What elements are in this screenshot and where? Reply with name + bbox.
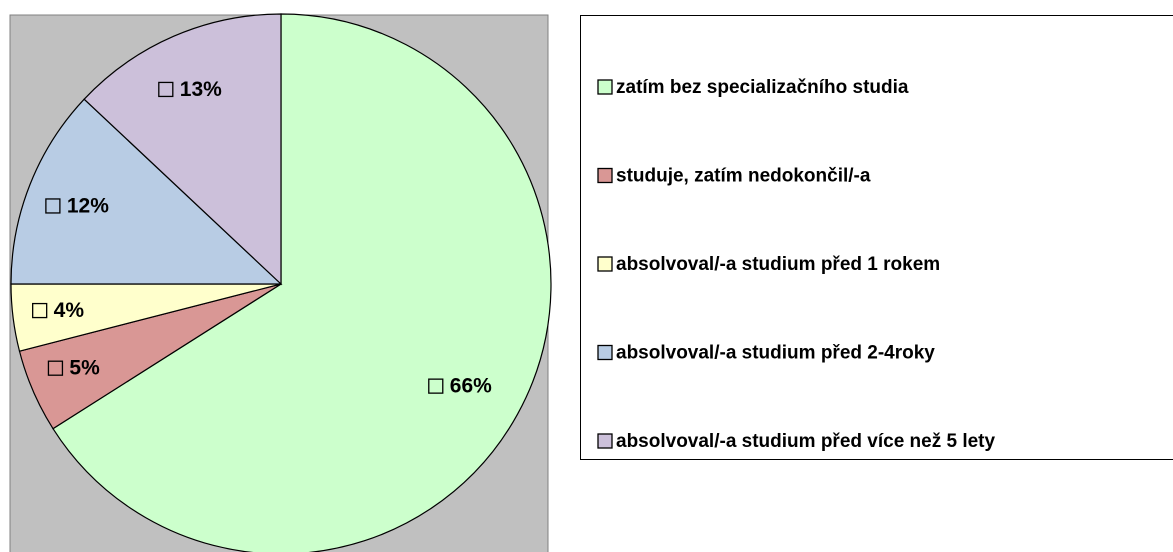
label-marker <box>158 81 174 98</box>
data-label: 5% <box>69 357 100 380</box>
legend-label: absolvoval/-a studium před 1 rokem <box>616 254 940 275</box>
label-marker <box>47 360 64 376</box>
legend-swatch <box>597 167 613 184</box>
pie-slice <box>10 98 283 285</box>
legend-swatch <box>597 344 613 361</box>
legend-label: absolvoval/-a studium před více než 5 le… <box>616 431 996 452</box>
legend-box <box>580 15 1173 460</box>
data-label: 13% <box>180 78 222 101</box>
legend-swatch <box>597 256 613 272</box>
legend-label: studuje, zatím nedokončil/-a <box>616 166 871 187</box>
legend-swatch <box>597 433 613 449</box>
legend-swatch <box>597 79 613 95</box>
label-marker <box>428 378 444 394</box>
label-marker <box>45 198 61 214</box>
legend-label: absolvoval/-a studium před 2-4roky <box>616 343 935 364</box>
label-marker <box>32 302 48 319</box>
pie-slice <box>52 13 552 552</box>
data-label: 66% <box>450 375 492 398</box>
legend-label: zatím bez specializačního studia <box>616 77 909 98</box>
data-label: 12% <box>67 195 109 218</box>
pie-slice <box>83 13 282 286</box>
data-label: 4% <box>54 299 85 322</box>
